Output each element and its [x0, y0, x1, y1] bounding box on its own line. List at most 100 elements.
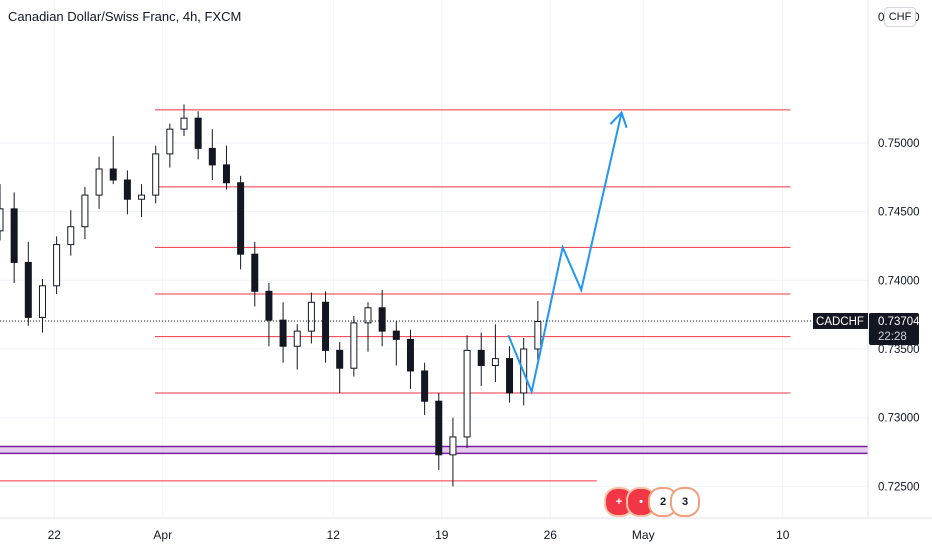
- candle-body: [421, 370, 429, 402]
- price-axis[interactable]: 0.72500 0.73000 0.73500 0.74000 0.74500 0.750…: [878, 12, 920, 493]
- y-tick-label: 0.73500: [878, 344, 920, 356]
- currency-button[interactable]: CHF: [884, 7, 916, 27]
- candle-body: [138, 194, 146, 200]
- projection-path: [507, 110, 628, 395]
- support-zone-band: [0, 446, 868, 454]
- candle-body: [24, 261, 32, 318]
- candle-body: [322, 301, 330, 351]
- candle-body: [364, 307, 372, 324]
- candle: [293, 324, 301, 370]
- candle: [208, 129, 216, 180]
- candle-body: [392, 330, 400, 340]
- candle: [477, 332, 485, 387]
- candle-body: [279, 319, 287, 347]
- x-tick-label: 12: [327, 528, 341, 542]
- candle: [0, 184, 4, 241]
- symbol-tag-bg: [813, 312, 868, 329]
- candle-body: [350, 322, 358, 369]
- candle-body: [222, 164, 230, 184]
- candle-body: [237, 182, 245, 255]
- candle: [364, 302, 372, 352]
- candle-body: [95, 168, 103, 196]
- candle: [506, 346, 514, 403]
- candle: [123, 170, 131, 215]
- candle-body: [293, 330, 301, 347]
- candle-body: [463, 349, 471, 438]
- candle: [180, 104, 188, 137]
- last-price-tag: CADCHF 0.73704 22:28: [813, 312, 920, 345]
- candle: [237, 175, 245, 270]
- candle: [392, 321, 400, 366]
- candle: [24, 241, 32, 326]
- candle: [421, 362, 429, 415]
- candle-body: [449, 436, 457, 456]
- candle-body: [265, 290, 273, 321]
- grid: [0, 0, 868, 518]
- candle: [463, 335, 471, 448]
- chart-title: Canadian Dollar/Swiss Franc, 4h, FXCM: [8, 9, 242, 24]
- candle-body: [336, 349, 344, 369]
- event-count-icon[interactable]: 3: [670, 487, 700, 517]
- y-tick-label: 0.74000: [878, 275, 920, 287]
- candle-body: [152, 153, 160, 196]
- candle: [53, 236, 61, 295]
- candle: [10, 192, 18, 284]
- candle-body: [378, 307, 386, 332]
- candle: [67, 210, 75, 256]
- candle: [265, 283, 273, 347]
- candle: [449, 417, 457, 487]
- events-bar: + • 2 3: [604, 487, 700, 517]
- candle-body: [10, 208, 18, 263]
- candle-body: [67, 226, 75, 246]
- candle: [194, 111, 202, 160]
- candle-body: [534, 321, 542, 350]
- candle-body: [251, 253, 259, 292]
- candle-body: [406, 338, 414, 372]
- candle: [38, 278, 46, 333]
- candle: [152, 145, 160, 204]
- price-tag-bg: [869, 312, 919, 345]
- candle-body: [38, 285, 46, 318]
- candle: [491, 324, 499, 382]
- candle-body: [180, 117, 188, 130]
- x-tick-label: 19: [435, 528, 449, 542]
- candle-body: [81, 194, 89, 228]
- candle: [251, 241, 259, 307]
- candle-body: [123, 179, 131, 200]
- candle: [378, 289, 386, 347]
- symbol-tag-label: CADCHF: [816, 316, 864, 328]
- y-tick-label: 0.73000: [878, 413, 920, 425]
- candle: [279, 302, 287, 363]
- candle-body: [0, 208, 4, 232]
- support-zone: [0, 445, 868, 455]
- candle: [534, 300, 542, 360]
- price-tag-value: 0.73704: [878, 316, 920, 328]
- candle-body: [166, 128, 174, 155]
- x-tick-label: 26: [544, 528, 558, 542]
- y-tick-label: 0.72500: [878, 481, 920, 493]
- candle: [166, 123, 174, 168]
- candle-body: [477, 349, 485, 366]
- candle: [109, 136, 117, 185]
- candle-body: [208, 147, 216, 166]
- candle: [322, 291, 330, 363]
- y-tick-label: 0.75000: [878, 138, 920, 150]
- candle: [435, 392, 443, 470]
- candle: [406, 329, 414, 389]
- candle: [222, 145, 230, 190]
- x-tick-label: Apr: [153, 528, 172, 542]
- candle: [307, 292, 315, 344]
- candle-body: [491, 358, 499, 366]
- candle: [350, 316, 358, 377]
- y-tick-label: 0.74500: [878, 207, 920, 219]
- x-tick-label: 10: [776, 528, 790, 542]
- time-axis[interactable]: 22 Apr 12 19 26 May 10: [48, 528, 790, 542]
- candle: [336, 342, 344, 393]
- x-tick-label: May: [632, 528, 655, 542]
- projection-line: [507, 112, 623, 395]
- candle-body: [53, 244, 61, 287]
- candle-body: [109, 168, 117, 181]
- price-tag-countdown: 22:28: [878, 331, 907, 343]
